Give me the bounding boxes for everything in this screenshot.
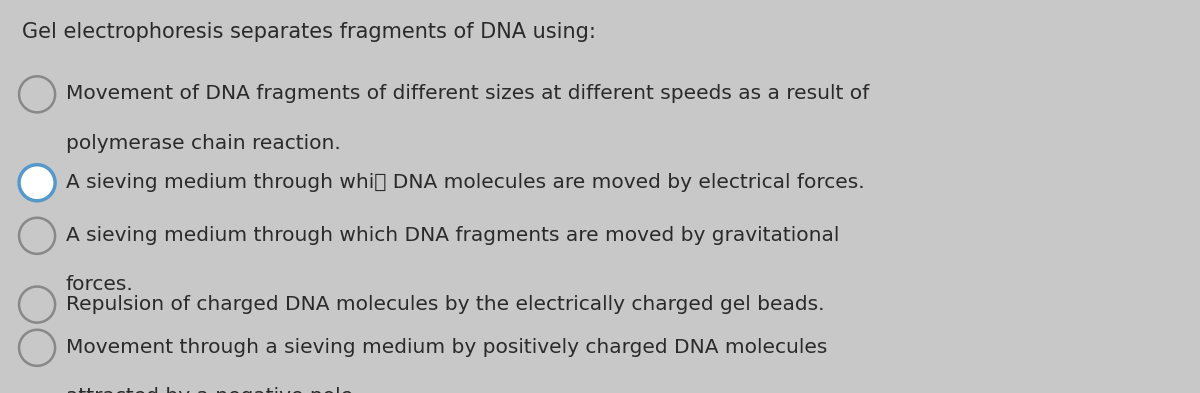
Text: attracted by a negative pole.: attracted by a negative pole.: [66, 387, 360, 393]
Circle shape: [19, 76, 55, 112]
Text: forces.: forces.: [66, 275, 133, 294]
Text: Gel electrophoresis separates fragments of DNA using:: Gel electrophoresis separates fragments …: [22, 22, 595, 42]
Text: A sieving medium through whiⲛ DNA molecules are moved by electrical forces.: A sieving medium through whiⲛ DNA molecu…: [66, 173, 865, 192]
Circle shape: [19, 165, 55, 201]
Text: Movement of DNA fragments of different sizes at different speeds as a result of: Movement of DNA fragments of different s…: [66, 84, 869, 103]
Circle shape: [19, 286, 55, 323]
Circle shape: [19, 330, 55, 366]
Circle shape: [19, 218, 55, 254]
Text: Movement through a sieving medium by positively charged DNA molecules: Movement through a sieving medium by pos…: [66, 338, 827, 357]
Text: Repulsion of charged DNA molecules by the electrically charged gel beads.: Repulsion of charged DNA molecules by th…: [66, 295, 824, 314]
Text: A sieving medium through which DNA fragments are moved by gravitational: A sieving medium through which DNA fragm…: [66, 226, 839, 245]
Text: polymerase chain reaction.: polymerase chain reaction.: [66, 134, 341, 152]
